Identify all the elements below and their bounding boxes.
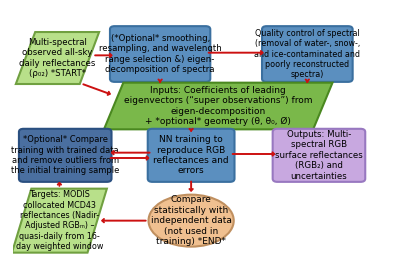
FancyBboxPatch shape (262, 26, 352, 82)
Polygon shape (104, 83, 332, 129)
FancyBboxPatch shape (19, 129, 111, 182)
Text: Inputs: Coefficients of leading
eigenvectors (“super observations”) from
eigen-d: Inputs: Coefficients of leading eigenvec… (124, 86, 312, 126)
Polygon shape (16, 32, 99, 84)
Text: Multi-spectral
observed all-sky
daily reflectances
(ρ₀₂) *START*: Multi-spectral observed all-sky daily re… (19, 38, 96, 78)
Ellipse shape (148, 195, 234, 247)
Text: NN training to
reproduce RGB
reflectances and
errors: NN training to reproduce RGB reflectance… (153, 135, 229, 176)
Text: Compare
statistically with
independent data
(not used in
training) *END*: Compare statistically with independent d… (151, 195, 231, 246)
Text: Targets: MODIS
collocated MCD43
reflectances (Nadir-
Adjusted RGBₘ) –
quasi-dail: Targets: MODIS collocated MCD43 reflecta… (16, 190, 103, 251)
FancyBboxPatch shape (273, 129, 365, 182)
Text: Outputs: Multi-
spectral RGB
surface reflectances
(RGB₂) and
uncertainties: Outputs: Multi- spectral RGB surface ref… (275, 130, 363, 181)
Text: (*Optional* smoothing,
resampling, and wavelength
range selection &) eigen-
deco: (*Optional* smoothing, resampling, and w… (99, 34, 221, 74)
FancyBboxPatch shape (110, 26, 210, 82)
Text: Quality control of spectral
(removal of water-, snow-,
and ice-contaminated and
: Quality control of spectral (removal of … (254, 29, 360, 79)
FancyBboxPatch shape (148, 129, 235, 182)
Polygon shape (12, 189, 107, 253)
Text: *Optional* Compare
training with trained data
and remove outliers from
the initi: *Optional* Compare training with trained… (11, 135, 119, 176)
